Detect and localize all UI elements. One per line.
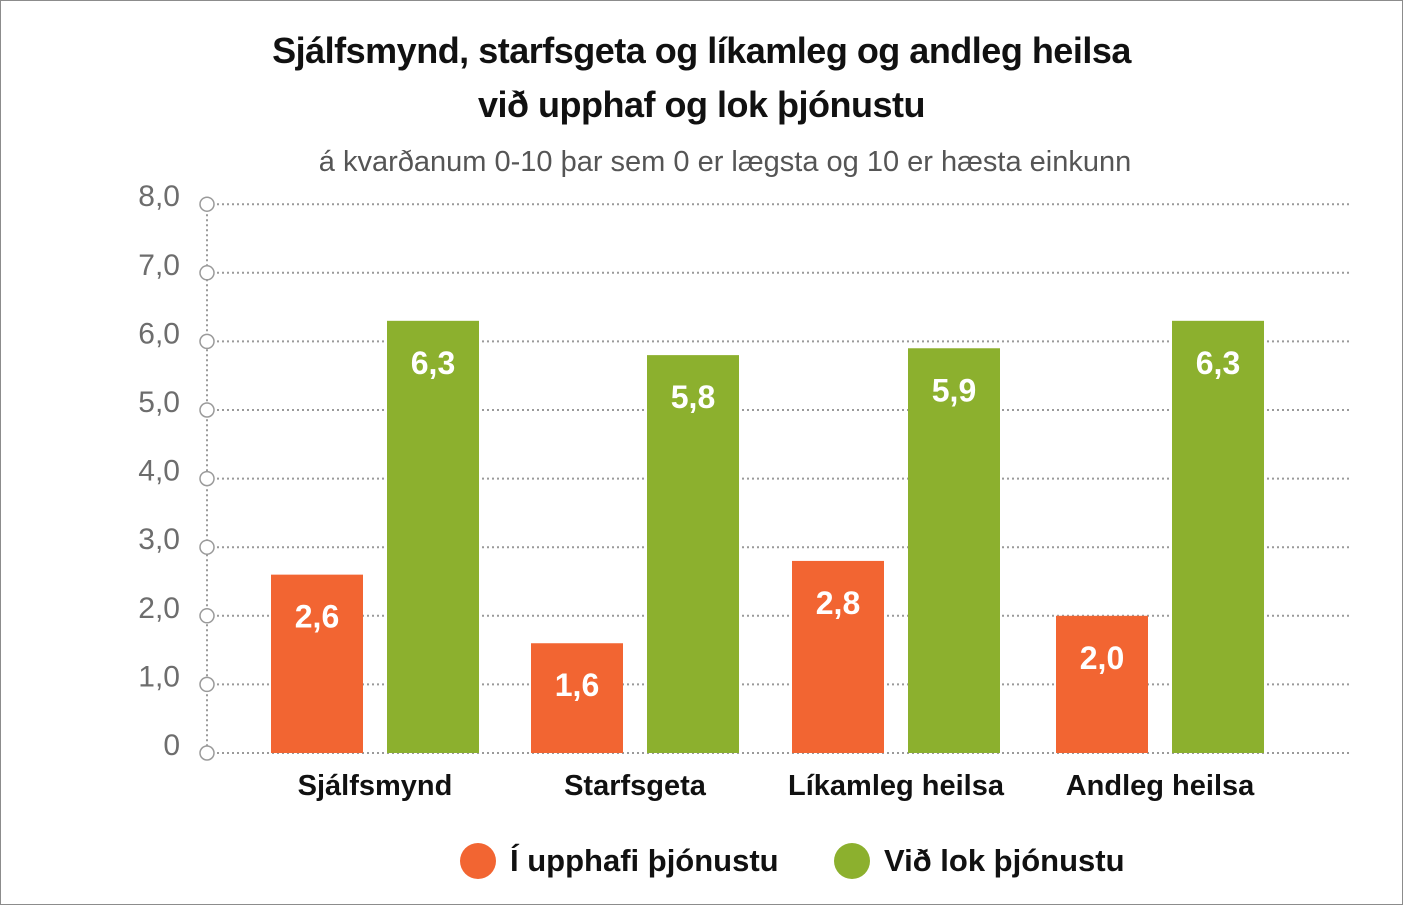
category-label: Líkamleg heilsa <box>788 770 1005 802</box>
y-tick-marker <box>199 402 215 418</box>
y-tick-label: 8,0 <box>138 180 180 213</box>
y-tick-marker <box>199 539 215 555</box>
y-tick-marker <box>199 333 215 350</box>
chart-subtitle: á kvarðanum 0-10 þar sem 0 er lægsta og … <box>318 146 1132 178</box>
y-tick-label: 6,0 <box>138 317 180 350</box>
y-tick-marker <box>199 608 215 624</box>
data-label-end: 6,3 <box>1196 345 1240 381</box>
y-tick-label: 2,0 <box>138 592 180 625</box>
y-tick-marker <box>199 676 215 693</box>
y-tick-marker <box>199 196 215 212</box>
bar-end <box>647 355 739 753</box>
y-tick-label: 7,0 <box>138 249 180 282</box>
category-label: Sjálfsmynd <box>298 770 453 802</box>
bar-chart: 0 1,0 2,0 3,0 4,0 5,0 6,0 7,0 8,0 2,6 6,3 Sjálfsmyn… <box>138 180 1350 802</box>
bar-end <box>908 348 1000 753</box>
data-label-end: 5,8 <box>671 379 715 415</box>
bar-end <box>387 320 479 753</box>
legend-item-start: Í upphafi þjónustu <box>460 838 779 884</box>
bar-start <box>531 643 623 753</box>
y-tick-marker <box>199 265 215 281</box>
data-label-start: 2,0 <box>1080 640 1124 676</box>
chart-legend: Í upphafi þjónustu Við lok þjónustu <box>0 838 1403 886</box>
category-label: Andleg heilsa <box>1066 770 1255 802</box>
legend-label-end: Við lok þjónustu <box>884 843 1125 878</box>
bar-start <box>271 574 363 753</box>
legend-item-end: Við lok þjónustu <box>834 838 1125 884</box>
data-label-start: 2,8 <box>816 585 860 621</box>
category-label: Starfsgeta <box>564 770 707 802</box>
legend-swatch-start <box>460 843 496 879</box>
y-tick-label: 4,0 <box>138 455 180 488</box>
y-tick-marker <box>199 745 215 761</box>
y-tick-label: 5,0 <box>138 386 180 419</box>
bar-start <box>792 560 884 753</box>
legend-label-start: Í upphafi þjónustu <box>510 843 779 878</box>
y-tick-label: 1,0 <box>138 660 180 693</box>
y-tick-label: 3,0 <box>138 523 180 556</box>
data-label-start: 1,6 <box>555 667 599 703</box>
data-label-start: 2,6 <box>295 599 339 635</box>
bar-start <box>1056 615 1148 753</box>
bar-end <box>1172 320 1264 753</box>
data-label-end: 6,3 <box>411 345 455 381</box>
y-tick-label: 0 <box>163 729 180 762</box>
chart-title-line-2: við upphaf og lok þjónustu <box>478 84 925 125</box>
data-label-end: 5,9 <box>932 372 976 408</box>
chart-title-line-1: Sjálfsmynd, starfsgeta og líkamleg og an… <box>272 30 1131 71</box>
legend-swatch-end <box>834 843 870 879</box>
y-tick-marker <box>199 470 215 487</box>
